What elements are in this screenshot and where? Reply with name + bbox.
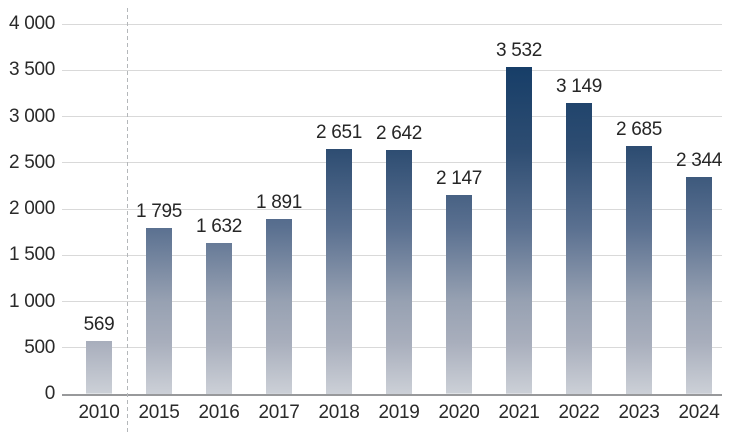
bar-value-label: 2 344 bbox=[675, 150, 723, 172]
bar-2024 bbox=[686, 177, 712, 394]
bar-2010 bbox=[86, 341, 112, 394]
bar-slot-2015: 1 795 bbox=[129, 24, 189, 394]
x-axis: 2010 2015 2016 2017 2018 2019 2020 2021 2022 2023… bbox=[69, 400, 729, 426]
bar-slot-2023: 2 685 bbox=[609, 24, 669, 394]
bar-value-label: 2 651 bbox=[315, 121, 363, 143]
y-tick-label: 500 bbox=[24, 336, 55, 358]
plot-area: 569 1 795 1 632 1 891 2 651 2 642 2 147 3 532 3 … bbox=[62, 23, 722, 396]
bar-2021 bbox=[506, 67, 532, 394]
x-tick-label-2010: 2010 bbox=[78, 402, 120, 423]
bar-slot-2018: 2 651 bbox=[309, 24, 369, 394]
x-tick-label-2023: 2023 bbox=[618, 402, 660, 423]
y-tick-label: 0 bbox=[44, 383, 56, 404]
bar-value-label: 2 147 bbox=[435, 168, 483, 190]
bar-2023 bbox=[626, 145, 652, 394]
bar-value-label: 3 149 bbox=[555, 75, 603, 97]
y-tick-label: 1 000 bbox=[8, 290, 55, 312]
x-tick-label-2020: 2020 bbox=[438, 402, 480, 423]
bar-value-label: 1 795 bbox=[135, 201, 183, 222]
x-tick-label-2017: 2017 bbox=[258, 402, 300, 423]
bar-value-label: 1 632 bbox=[195, 216, 243, 237]
bar-2015 bbox=[146, 228, 172, 394]
bar-2019 bbox=[386, 149, 412, 394]
bar-slot-2017: 1 891 bbox=[249, 24, 309, 394]
bar-value-label: 569 bbox=[83, 314, 115, 336]
gridline-3 500 bbox=[62, 69, 722, 71]
gridline-4 000 bbox=[62, 23, 722, 25]
y-tick-label: 2 000 bbox=[8, 198, 55, 219]
bar-slot-2021: 3 532 bbox=[489, 24, 549, 394]
period-separator-dashed-line bbox=[127, 8, 128, 432]
bar-value-label: 2 685 bbox=[615, 118, 663, 140]
bar-2022 bbox=[566, 102, 592, 394]
bar-2017 bbox=[266, 219, 292, 394]
bar-2016 bbox=[206, 243, 232, 394]
y-axis: 0 500 1 000 1 500 2 000 2 500 3 000 3 500 4 000 bbox=[0, 13, 55, 404]
x-tick-label-2024: 2024 bbox=[678, 402, 720, 423]
x-tick-label-2018: 2018 bbox=[318, 402, 360, 423]
bar-slot-2022: 3 149 bbox=[549, 24, 609, 394]
bar-slot-2024: 2 344 bbox=[669, 24, 729, 394]
bar-value-label: 3 532 bbox=[495, 40, 543, 62]
bar-slot-2019: 2 642 bbox=[369, 24, 429, 394]
bar-value-label: 2 642 bbox=[375, 122, 423, 144]
bar-2018 bbox=[326, 148, 352, 394]
y-tick-label: 3 000 bbox=[8, 105, 55, 127]
x-tick-label-2016: 2016 bbox=[198, 402, 240, 423]
bar-slot-2020: 2 147 bbox=[429, 24, 489, 394]
gridline-3 000 bbox=[62, 116, 722, 117]
y-tick-label: 2 500 bbox=[8, 151, 55, 173]
x-tick-label-2022: 2022 bbox=[558, 402, 600, 423]
bar-value-label: 1 891 bbox=[255, 192, 303, 214]
bar-slot-2016: 1 632 bbox=[189, 24, 249, 394]
y-tick-label: 3 500 bbox=[8, 59, 55, 81]
y-tick-label: 4 000 bbox=[8, 13, 55, 34]
x-tick-label-2019: 2019 bbox=[378, 402, 420, 423]
y-tick-label: 1 500 bbox=[8, 244, 55, 266]
bar-2020 bbox=[446, 195, 472, 394]
bar-slot-2010: 569 bbox=[69, 24, 129, 394]
x-tick-label-2015: 2015 bbox=[138, 402, 180, 423]
bars-row: 569 1 795 1 632 1 891 2 651 2 642 2 147 3 532 3 … bbox=[69, 24, 729, 394]
x-tick-label-2021: 2021 bbox=[498, 402, 540, 423]
